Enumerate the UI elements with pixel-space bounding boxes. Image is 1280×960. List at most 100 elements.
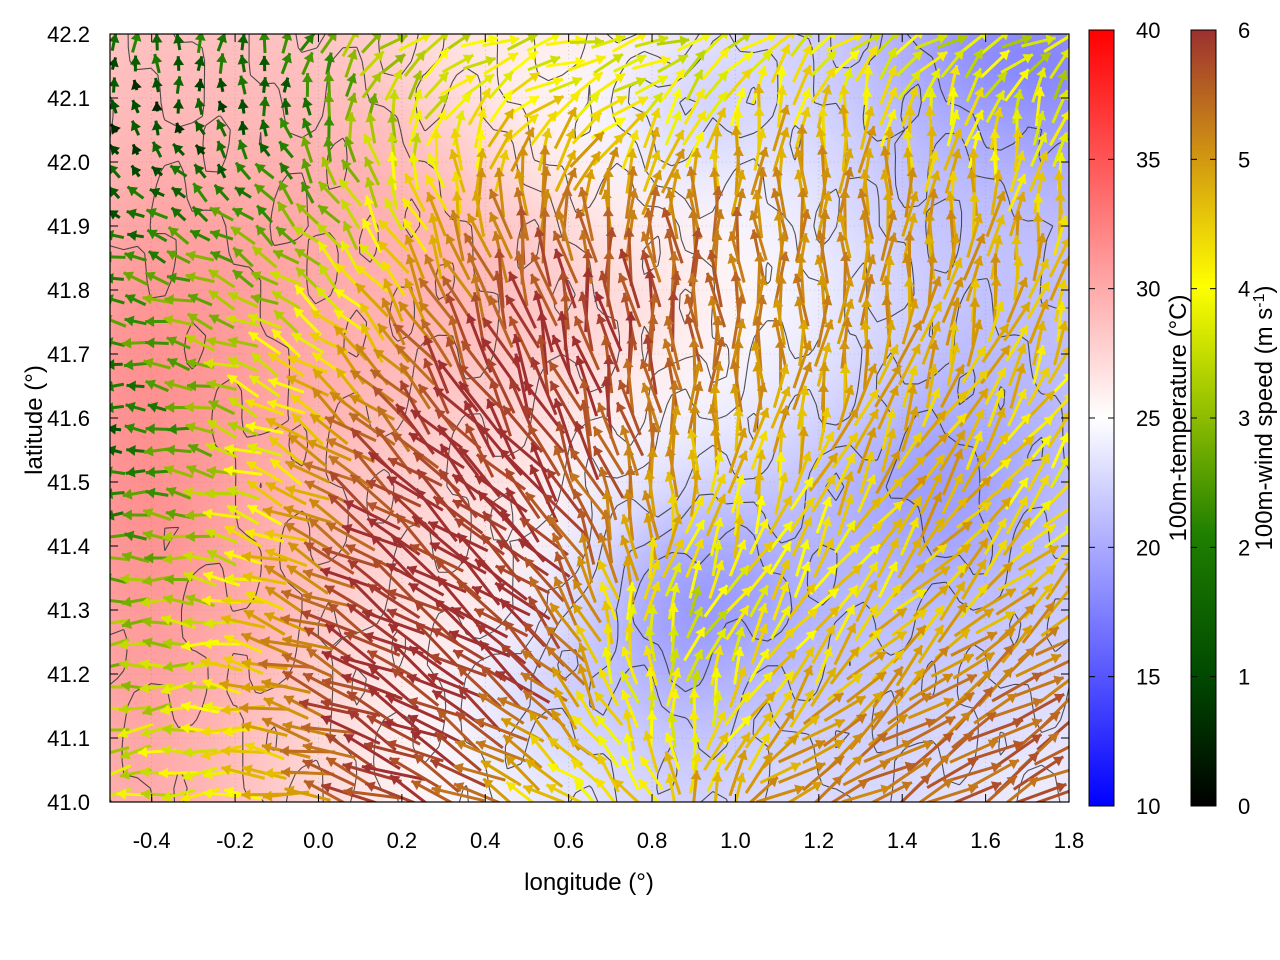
heat-cell [94, 810, 119, 835]
heat-cell [430, 0, 455, 19]
heat-cell [958, 34, 983, 43]
heat-cell [286, 34, 311, 43]
heat-cell [358, 834, 383, 859]
heat-cell [982, 34, 1007, 43]
heat-cell [70, 498, 95, 523]
heat-cell [166, 162, 191, 187]
heat-cell [694, 810, 719, 835]
heat-cell [94, 834, 119, 859]
heat-cell [70, 0, 95, 19]
heat-cell [110, 210, 119, 235]
heat-cell [1030, 186, 1055, 211]
heat-cell [70, 186, 95, 211]
colorbar-tick-label: 35 [1136, 147, 1160, 172]
x-tick-label: 1.6 [970, 828, 1001, 853]
heat-cell [334, 810, 359, 835]
heat-cell [502, 810, 527, 835]
temperature-colorbar: 10 15 20 25 30 35 40 100m-temperature (°C) [1088, 18, 1192, 819]
heat-cell [910, 0, 935, 19]
x-tick-label: 1.8 [1054, 828, 1085, 853]
heat-cell [110, 570, 119, 595]
heat-cell [118, 34, 143, 43]
heat-cell [334, 834, 359, 859]
heat-cell [862, 810, 887, 835]
heat-cell [598, 810, 623, 835]
heat-cell [94, 0, 119, 19]
heat-cell [110, 594, 119, 619]
heat-cell [1054, 474, 1069, 499]
heat-cell [766, 474, 791, 499]
heat-cell [550, 34, 575, 43]
heat-cell [430, 34, 455, 43]
heat-cell [190, 834, 215, 859]
heat-cell [262, 0, 287, 19]
heat-cell [110, 162, 119, 187]
heat-cell [118, 378, 143, 403]
heat-cell [334, 34, 359, 43]
heat-cell [110, 306, 119, 331]
heat-cell [1006, 810, 1031, 835]
heat-cell [70, 570, 95, 595]
heat-cell [718, 0, 743, 19]
heat-cell [110, 258, 119, 283]
colorbar-tick-label: 40 [1136, 18, 1160, 43]
y-tick-label: 41.0 [47, 790, 90, 815]
heat-cell [790, 34, 815, 43]
heat-cell [502, 834, 527, 859]
heat-cell [110, 786, 119, 802]
heat-cell [310, 0, 335, 19]
heat-cell [70, 690, 95, 715]
heat-cell [190, 0, 215, 19]
x-tick-label: 1.0 [720, 828, 751, 853]
heat-cell [742, 0, 767, 19]
heat-cell [934, 0, 959, 19]
heat-cell [110, 234, 119, 259]
heat-cell [262, 834, 287, 859]
heat-cell [1054, 34, 1069, 43]
heat-cell [1006, 0, 1031, 19]
heat-cell [1054, 0, 1079, 19]
heat-cell [1006, 34, 1031, 43]
heat-cell [502, 0, 527, 19]
heat-cell [1054, 618, 1069, 643]
heat-cell [982, 0, 1007, 19]
heat-cell [1030, 34, 1055, 43]
heat-cell [1006, 834, 1031, 859]
heat-cell [838, 0, 863, 19]
y-tick-label: 41.2 [47, 662, 90, 687]
heat-cell [598, 0, 623, 19]
y-tick-label: 42.1 [47, 86, 90, 111]
heat-cell [110, 522, 119, 547]
colorbar-tick-label: 3 [1238, 406, 1250, 431]
temperature-colorbar-label: 100m-temperature (°C) [1165, 294, 1192, 541]
colorbar-tick-label: 4 [1238, 277, 1250, 302]
heat-cell [886, 0, 911, 19]
heat-cell [142, 0, 167, 19]
y-axis-label: latitude (°) [21, 365, 48, 475]
heat-cell [814, 0, 839, 19]
heat-cell [214, 34, 239, 43]
x-tick-label: -0.4 [133, 828, 171, 853]
x-tick-label: 0.0 [303, 828, 334, 853]
heat-cell [70, 114, 95, 139]
heat-cell [110, 714, 119, 739]
heat-cell [598, 34, 623, 43]
heat-cell [358, 0, 383, 19]
heat-cell [1054, 594, 1069, 619]
wind-colorbar: 0 1 2 3 4 5 6 100m-wind speed (m s-1) [1190, 18, 1278, 819]
heat-cell [310, 114, 335, 139]
colorbar-tick-label: 10 [1136, 794, 1160, 819]
heat-cell [110, 498, 119, 523]
heat-cell [110, 42, 119, 67]
heat-cell [238, 690, 263, 715]
y-tick-label: 41.8 [47, 278, 90, 303]
heat-cell [358, 810, 383, 835]
heat-cell [598, 834, 623, 859]
heat-cell [110, 378, 119, 403]
x-tick-label: 1.4 [887, 828, 918, 853]
heat-cell [550, 0, 575, 19]
heat-cell [526, 834, 551, 859]
y-tick-label: 41.7 [47, 342, 90, 367]
heat-cell [1054, 522, 1069, 547]
